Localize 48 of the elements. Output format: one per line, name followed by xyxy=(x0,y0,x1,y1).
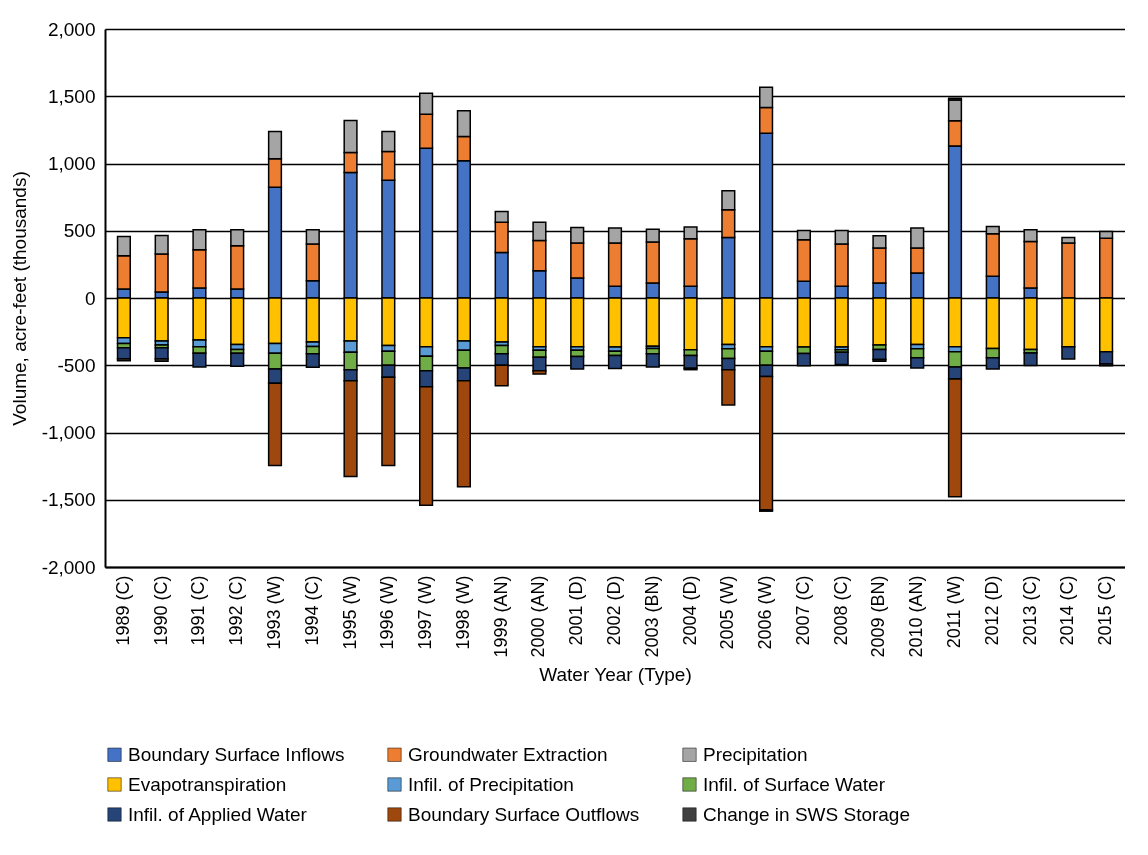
legend-label: Boundary Surface Outflows xyxy=(408,803,640,825)
y-tick-label: 1,000 xyxy=(47,153,96,174)
y-tick-label: -1,000 xyxy=(41,422,96,443)
x-tick-label: 1989 (C) xyxy=(112,575,133,646)
x-tick-label: 1995 (W) xyxy=(339,575,360,650)
x-tick-label: 2012 (D) xyxy=(981,575,1002,646)
y-tick-label: 2,000 xyxy=(47,18,96,40)
x-tick-label: 2007 (C) xyxy=(792,575,813,646)
x-tick-label: 2005 (W) xyxy=(717,575,738,650)
x-tick-label: 2006 (W) xyxy=(755,575,776,650)
x-tick-label: 2010 (AN) xyxy=(906,575,927,658)
x-tick-label: 2008 (C) xyxy=(830,575,851,646)
legend-label: Groundwater Extraction xyxy=(408,743,608,765)
x-tick-label: 2011 (W) xyxy=(944,575,964,649)
legend-label: Infil. of Surface Water xyxy=(703,773,886,795)
x-tick-label: 2001 (D) xyxy=(566,575,587,646)
x-tick-label: 1993 (W) xyxy=(264,575,284,650)
legend-label: Precipitation xyxy=(703,743,808,765)
x-tick-label: 1990 (C) xyxy=(150,575,171,646)
y-tick-label: -2,000 xyxy=(41,556,96,578)
x-tick-label: 1994 (C) xyxy=(301,575,322,646)
y-axis-title: Volume, acre-feet (thousands) xyxy=(8,171,30,426)
x-tick-label: 2009 (BN) xyxy=(868,575,889,658)
legend-label: Infil. of Precipitation xyxy=(408,773,574,795)
x-tick-label: 2013 (C) xyxy=(1019,575,1040,646)
x-tick-label: 2000 (AN) xyxy=(528,575,549,658)
x-tick-label: 1999 (AN) xyxy=(490,575,511,658)
y-tick-label: 0 xyxy=(84,287,96,309)
y-tick-label: 500 xyxy=(63,220,96,242)
x-tick-label: 2014 (C) xyxy=(1057,575,1078,646)
y-tick-label: 1,500 xyxy=(47,85,96,107)
legend-label: Evapotranspiration xyxy=(128,773,287,795)
y-tick-label: -1,500 xyxy=(41,489,96,511)
legend-label: Change in SWS Storage xyxy=(703,803,911,825)
legend-label: Boundary Surface Inflows xyxy=(128,743,345,765)
legend-label: Infil. of Applied Water xyxy=(128,803,308,825)
bar xyxy=(872,348,887,361)
x-tick-label: 2003 (BN) xyxy=(641,575,662,658)
x-tick-label: 1992 (C) xyxy=(226,575,247,646)
x-tick-label: 2015 (C) xyxy=(1095,575,1116,646)
x-tick-label: 2002 (D) xyxy=(604,575,624,646)
y-tick-label: -500 xyxy=(57,354,96,376)
x-tick-label: 2004 (D) xyxy=(679,575,700,646)
x-tick-label: 1997 (W) xyxy=(415,575,436,650)
x-axis-title: Water Year (Type) xyxy=(539,663,692,685)
x-tick-label: 1991 (C) xyxy=(188,575,209,646)
x-tick-label: 1996 (W) xyxy=(377,575,398,650)
x-tick-label: 1998 (W) xyxy=(452,575,473,650)
